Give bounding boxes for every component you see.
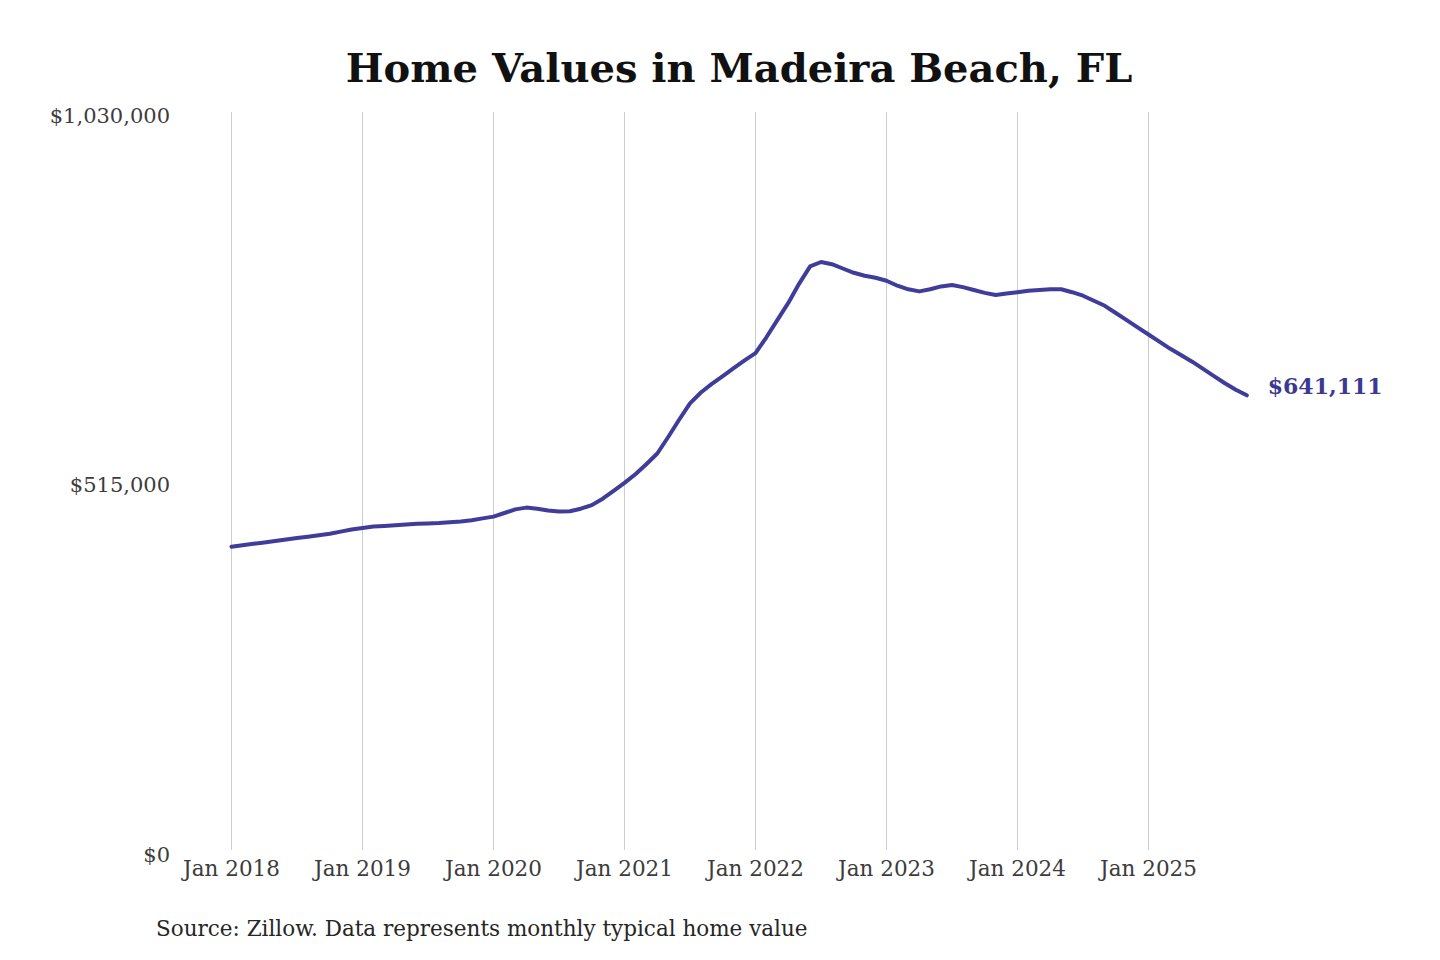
line-chart-canvas	[0, 0, 1440, 960]
x-axis-tick-label: Jan 2024	[969, 856, 1066, 881]
x-axis-tick-label: Jan 2020	[445, 856, 542, 881]
x-axis-tick-label: Jan 2019	[314, 856, 411, 881]
x-axis-tick-label: Jan 2023	[838, 856, 935, 881]
x-axis-tick-label: Jan 2021	[576, 856, 673, 881]
y-axis-tick-label: $1,030,000	[50, 104, 170, 129]
home-value-line	[232, 262, 1247, 547]
x-axis-tick-label: Jan 2022	[707, 856, 804, 881]
latest-value-label: $641,111	[1268, 373, 1383, 400]
home-values-chart-page: Home Values in Madeira Beach, FL $0 $515,…	[0, 0, 1440, 960]
chart-title: Home Values in Madeira Beach, FL	[346, 44, 1133, 91]
source-note: Source: Zillow. Data represents monthly …	[156, 916, 808, 942]
x-axis-tick-label: Jan 2018	[183, 856, 280, 881]
y-axis-tick-label: $515,000	[70, 473, 170, 498]
y-axis-tick-label: $0	[143, 843, 170, 868]
x-axis-tick-label: Jan 2025	[1100, 856, 1197, 881]
